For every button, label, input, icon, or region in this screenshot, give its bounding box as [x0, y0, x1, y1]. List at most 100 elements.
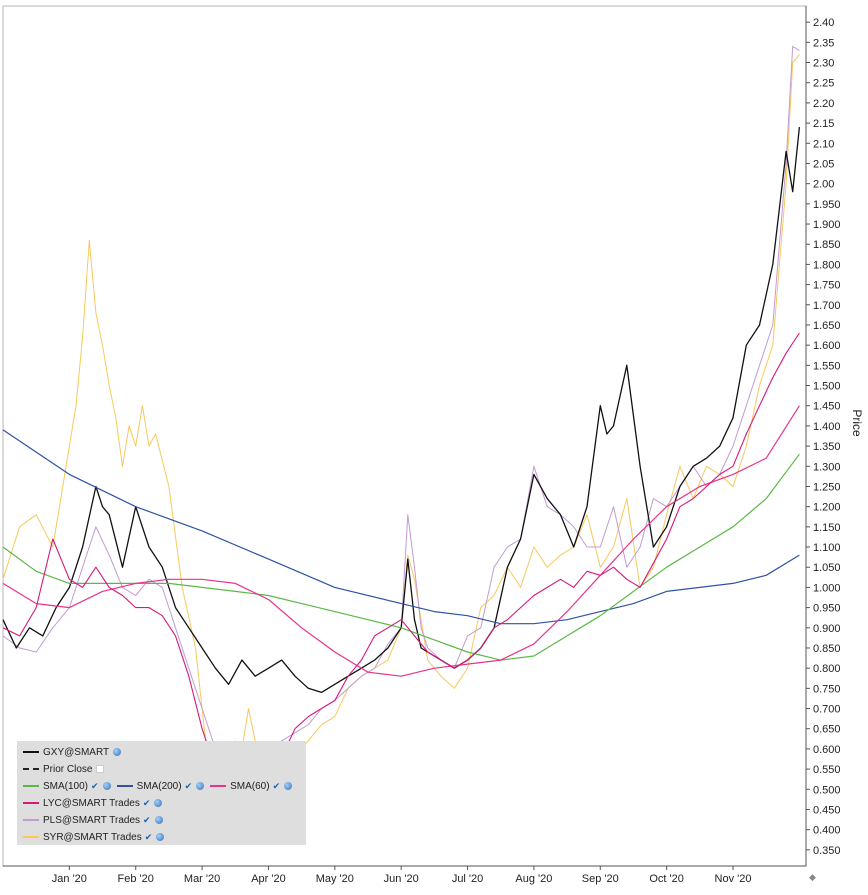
y-tick-label: 2.35	[813, 37, 834, 49]
y-tick-label: 1.850	[813, 239, 841, 251]
y-tick-label: 1.950	[813, 199, 841, 211]
y-tick-label: 2.00	[813, 179, 834, 191]
x-tick-label: Feb '20	[118, 873, 154, 885]
globe-icon[interactable]	[284, 782, 293, 790]
legend-row: SYR@SMART Trades ✔	[23, 830, 170, 844]
y-tick-label: 1.350	[813, 441, 841, 453]
x-tick-label: Apr '20	[251, 873, 286, 885]
y-tick-label: 0.500	[813, 784, 841, 796]
checkmark-icon[interactable]: ✔	[142, 797, 151, 808]
y-tick-label: 0.550	[813, 764, 841, 776]
x-tick-label: Oct '20	[649, 873, 684, 885]
series-line-gxy-smart[interactable]	[2, 127, 801, 694]
legend-item[interactable]: SYR@SMART Trades ✔	[23, 831, 165, 843]
y-tick-label: 1.150	[813, 522, 841, 534]
chart-settings-icon[interactable]: ◆	[809, 872, 816, 882]
series-line-lyc-smart-trades[interactable]	[2, 332, 800, 798]
checkmark-icon[interactable]: ✔	[143, 814, 151, 825]
x-tick-label: Sep '20	[582, 873, 619, 885]
legend-label: SYR@SMART Trades	[43, 831, 142, 843]
y-tick-label: 0.800	[813, 663, 841, 675]
y-tick-label: 1.450	[813, 401, 841, 413]
x-tick-label: Nov '20	[715, 873, 752, 885]
legend-label: PLS@SMART Trades	[43, 814, 141, 826]
legend-label: LYC@SMART Trades	[43, 797, 140, 809]
checkmark-icon[interactable]: ✔	[144, 831, 153, 842]
checkmark-icon[interactable]: ✔	[272, 780, 281, 791]
y-tick-label: 1.650	[813, 320, 841, 332]
legend-label: Prior Close	[43, 763, 93, 775]
legend-label: SMA(60)	[230, 780, 270, 792]
checkmark-icon[interactable]: ✔	[184, 780, 193, 791]
y-tick-label: 2.20	[813, 98, 834, 110]
globe-icon[interactable]	[102, 782, 111, 790]
y-tick-label: 2.30	[813, 58, 834, 70]
y-tick-label: 1.200	[813, 502, 841, 514]
legend-label: GXY@SMART	[43, 746, 110, 758]
y-tick-label: 0.950	[813, 603, 841, 615]
globe-icon[interactable]	[156, 833, 165, 841]
legend-item[interactable]: SMA(60) ✔	[210, 780, 293, 792]
legend-item[interactable]: PLS@SMART Trades ✔	[23, 815, 163, 826]
y-tick-label: 1.400	[813, 421, 841, 433]
checkmark-icon[interactable]: ✔	[91, 780, 99, 791]
y-tick-label: 1.750	[813, 280, 841, 292]
chart-legend: GXY@SMART Prior Close SMA(100) ✔ SMA(200) ✔ SM…	[17, 741, 306, 845]
globe-icon[interactable]	[196, 782, 205, 790]
legend-item[interactable]: SMA(100) ✔	[23, 781, 111, 792]
legend-swatch	[23, 751, 39, 753]
y-axis-label: Price	[850, 409, 864, 437]
y-tick-label: 1.550	[813, 360, 841, 372]
legend-row: SMA(100) ✔ SMA(200) ✔ SMA(60) ✔	[23, 779, 298, 793]
series-line-sma-60-[interactable]	[2, 405, 800, 677]
globe-icon[interactable]	[113, 748, 122, 756]
legend-row: LYC@SMART Trades ✔	[23, 796, 168, 810]
y-tick-label: 1.900	[813, 219, 841, 231]
plot-area	[2, 5, 807, 867]
series-line-pls-smart-trades[interactable]	[2, 45, 800, 790]
y-tick-label: 0.900	[813, 623, 841, 635]
legend-label: SMA(200)	[136, 780, 182, 792]
y-tick-label: 2.40	[813, 17, 834, 29]
legend-swatch	[23, 836, 39, 838]
y-tick-label: 1.800	[813, 259, 841, 271]
legend-row: GXY@SMART	[23, 745, 127, 759]
y-tick-label: 2.10	[813, 138, 834, 150]
y-tick-label: 1.050	[813, 562, 841, 574]
y-tick-label: 0.400	[813, 825, 841, 837]
y-tick-label: 1.600	[813, 340, 841, 352]
legend-swatch	[210, 785, 227, 787]
y-tick-label: 0.700	[813, 704, 841, 716]
color-square-icon[interactable]	[96, 765, 105, 773]
legend-row: PLS@SMART Trades ✔	[23, 813, 169, 827]
legend-swatch	[23, 802, 39, 804]
legend-swatch	[23, 768, 39, 770]
legend-item[interactable]: SMA(200) ✔	[116, 780, 205, 792]
y-tick-label: 2.05	[813, 158, 834, 170]
x-tick-label: Jun '20	[384, 873, 419, 885]
y-tick-label: 0.600	[813, 744, 841, 756]
y-tick-label: 0.850	[813, 643, 841, 655]
legend-item[interactable]: LYC@SMART Trades ✔	[23, 797, 163, 809]
legend-item[interactable]: GXY@SMART	[23, 746, 122, 758]
legend-swatch	[116, 785, 133, 787]
y-tick-label: 1.250	[813, 481, 841, 493]
globe-icon[interactable]	[154, 799, 163, 807]
x-tick-label: Mar '20	[184, 873, 220, 885]
y-tick-label: 1.000	[813, 582, 841, 594]
x-tick-label: Aug '20	[515, 873, 552, 885]
globe-icon[interactable]	[154, 816, 163, 824]
legend-swatch	[23, 819, 39, 821]
x-tick-label: Jul '20	[452, 873, 483, 885]
legend-item[interactable]: Prior Close	[23, 763, 105, 775]
y-tick-label: 0.750	[813, 683, 841, 695]
y-tick-label: 1.100	[813, 542, 841, 554]
y-tick-label: 0.650	[813, 724, 841, 736]
legend-label: SMA(100)	[43, 780, 89, 792]
y-tick-label: 1.700	[813, 300, 841, 312]
y-tick-label: 0.450	[813, 804, 841, 816]
y-tick-label: 1.300	[813, 461, 841, 473]
legend-row: Prior Close	[23, 762, 110, 776]
